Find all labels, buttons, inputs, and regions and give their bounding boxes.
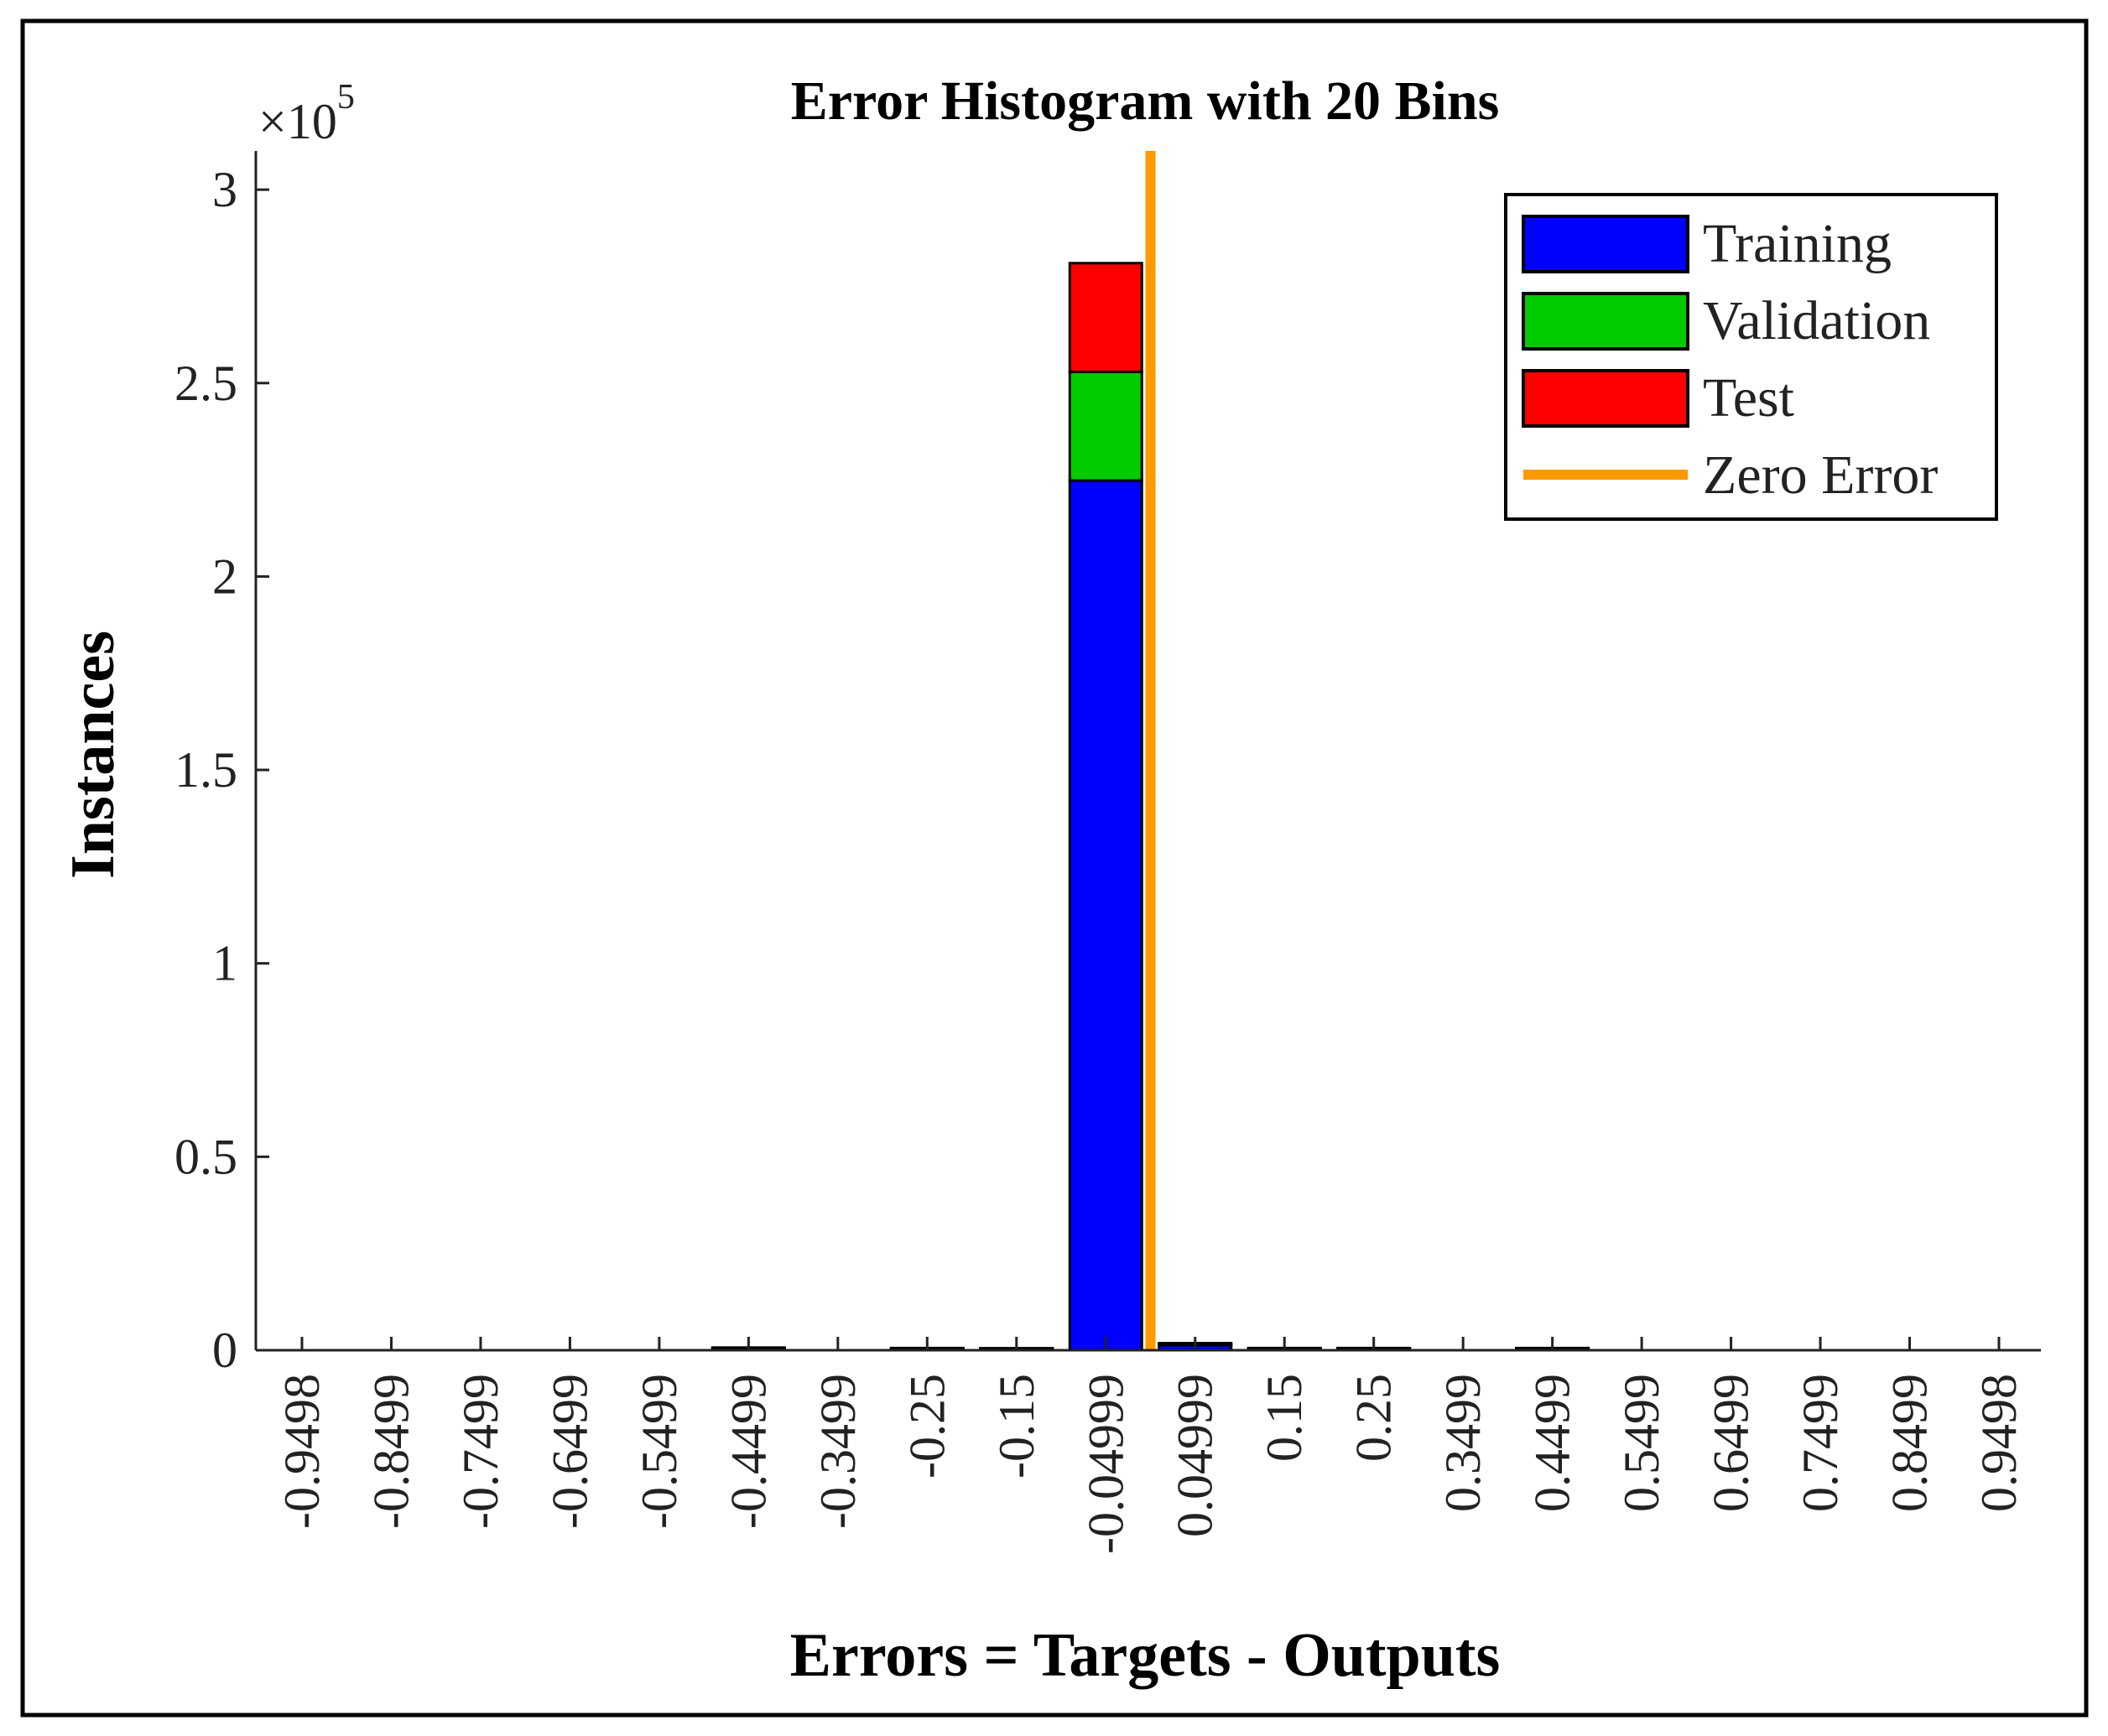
y-tick-label-0: 0 [212, 1323, 237, 1378]
x-tick-label-10: 0.04999 [1168, 1374, 1223, 1537]
legend-swatch-validation [1522, 292, 1689, 351]
y-axis-label: Instances [59, 631, 128, 879]
x-tick-label-9: -0.04999 [1078, 1374, 1133, 1554]
legend-label-training: Training [1703, 213, 1892, 274]
y-tick-label-1.5: 1.5 [174, 742, 237, 798]
chart-title: Error Histogram with 20 Bins [791, 70, 1500, 132]
x-tick-label-4: -0.5499 [632, 1374, 687, 1529]
bar-test-9 [1068, 262, 1143, 373]
x-tick-label-2: -0.7499 [453, 1374, 508, 1529]
legend-label-validation: Validation [1703, 290, 1930, 351]
x-tick-label-6: -0.3499 [810, 1374, 866, 1529]
x-tick-label-5: -0.4499 [721, 1374, 776, 1529]
y-exponent-power: 5 [337, 78, 355, 117]
bar-training-9 [1068, 479, 1143, 1352]
y-tick-label-0.5: 0.5 [174, 1129, 237, 1184]
legend-label-test: Test [1703, 367, 1794, 429]
bars-layer [710, 262, 1590, 1352]
legend-swatch-training [1522, 215, 1689, 273]
legend: Training Validation Test Zero Error [1504, 193, 1998, 521]
x-tick-label-14: 0.4499 [1525, 1374, 1580, 1512]
y-tick-label-2.5: 2.5 [174, 356, 237, 411]
axes-layer: 0 0.5 1 1.5 2 2.5 3 -0.9498 -0.8499 -0.7499 -0.649… [174, 151, 2041, 1554]
x-tick-label-16: 0.6499 [1704, 1374, 1759, 1512]
y-exponent-label: ×105 [258, 78, 355, 149]
x-tick-label-1: -0.8499 [363, 1374, 419, 1529]
y-tick-label-3: 3 [212, 162, 237, 217]
x-tick-label-8: -0.15 [989, 1374, 1044, 1479]
x-tick-label-11: 0.15 [1257, 1374, 1312, 1462]
legend-swatch-test [1522, 369, 1689, 428]
x-tick-label-17: 0.7499 [1793, 1374, 1848, 1512]
x-tick-label-13: 0.3499 [1435, 1374, 1491, 1512]
x-tick-label-12: 0.25 [1346, 1374, 1402, 1462]
bar-validation-9 [1068, 370, 1143, 482]
x-tick-label-0: -0.9498 [274, 1374, 330, 1529]
x-axis-label: Errors = Targets - Outputs [790, 1621, 1501, 1690]
legend-label-zero-error: Zero Error [1703, 444, 1938, 506]
x-tick-label-7: -0.25 [899, 1374, 955, 1479]
x-tick-label-15: 0.5499 [1614, 1374, 1669, 1512]
x-tick-label-3: -0.6499 [542, 1374, 597, 1529]
y-tick-label-2: 2 [212, 548, 237, 604]
x-tick-label-19: 0.9498 [1971, 1374, 2027, 1512]
y-tick-label-1: 1 [212, 936, 237, 991]
x-tick-label-18: 0.8499 [1882, 1374, 1938, 1512]
